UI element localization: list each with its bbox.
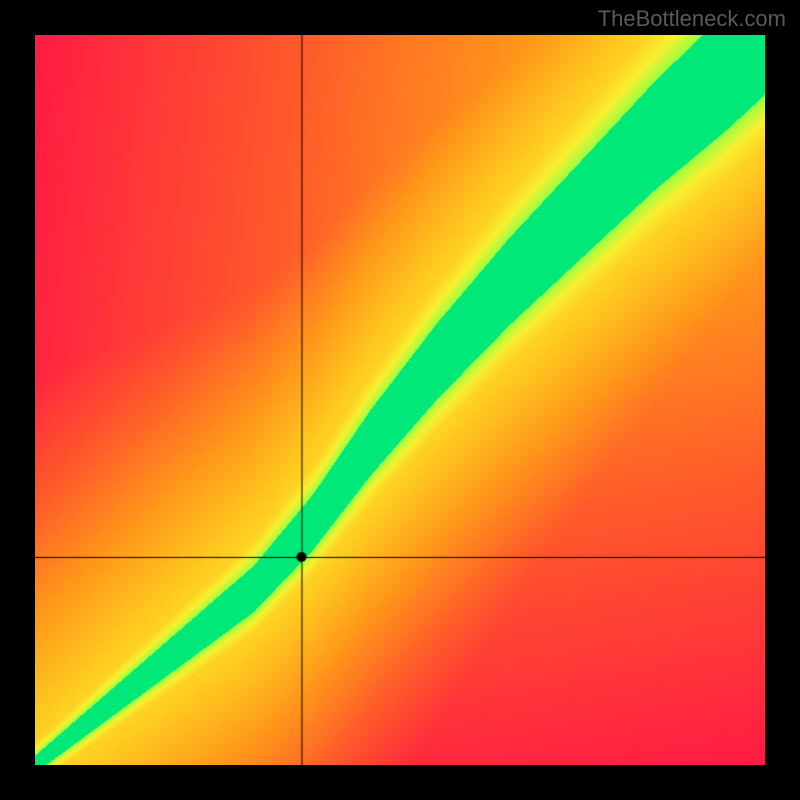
heatmap-plot bbox=[35, 35, 765, 765]
watermark-text: TheBottleneck.com bbox=[598, 6, 786, 32]
chart-container: TheBottleneck.com bbox=[0, 0, 800, 800]
heatmap-canvas bbox=[35, 35, 765, 765]
